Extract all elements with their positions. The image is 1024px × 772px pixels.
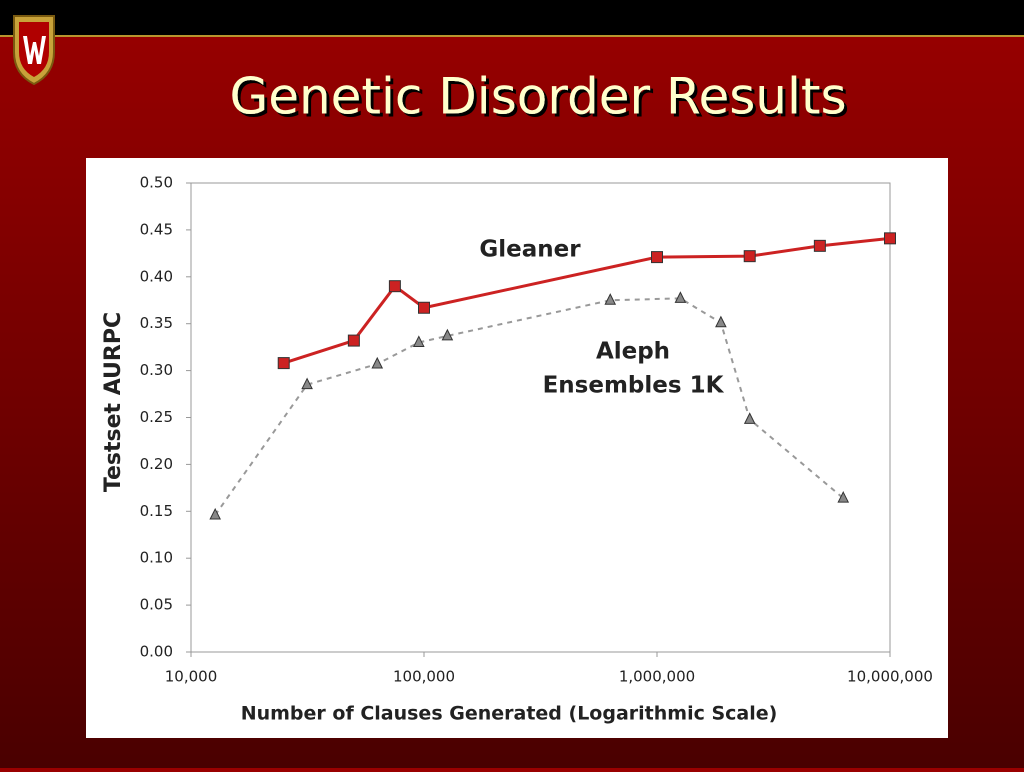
x-tick-label: 10,000,000 [847,668,933,686]
data-point [604,293,617,305]
data-point [837,491,850,503]
series-line [214,297,844,516]
data-point [418,301,430,314]
data-point [651,251,663,264]
data-point [441,328,454,341]
annotation: Ensembles 1K [543,373,725,399]
data-point [371,356,384,369]
data-point [743,412,756,424]
top-bar [0,0,1024,36]
y-tick-label: 0.35 [140,314,173,332]
crest-logo [13,15,55,86]
y-tick-label: 0.40 [140,267,173,285]
y-tick-label: 0.50 [140,174,173,192]
y-tick-label: 0.05 [140,596,173,614]
y-tick-label: 0.30 [140,361,173,379]
y-axis-label: Testset AURPC [101,312,126,492]
y-tick-label: 0.00 [140,643,173,661]
top-rule [0,35,1024,37]
annotation: Gleaner [479,237,581,263]
y-tick-label: 0.25 [140,408,173,426]
annotation: Aleph [596,339,670,365]
chart-panel [86,158,948,738]
y-tick-label: 0.20 [140,455,173,473]
slide-title: Genetic Disorder Results [229,68,846,126]
data-point [715,315,727,328]
x-tick-label: 1,000,000 [619,668,695,686]
data-point [674,291,687,303]
data-point [413,335,425,347]
data-point [301,377,313,390]
y-tick-label: 0.10 [140,549,173,567]
x-axis-label: Number of Clauses Generated (Logarithmic… [241,703,778,725]
x-tick-label: 100,000 [393,668,455,686]
series-line [283,236,891,365]
y-tick-label: 0.45 [140,220,173,238]
data-point [743,250,756,263]
data-point [884,232,896,245]
data-point [277,357,290,370]
x-tick-label: 10,000 [165,668,218,686]
data-point [388,280,401,293]
data-point [347,334,360,347]
data-point [209,507,221,520]
data-point [813,239,826,252]
y-tick-label: 0.15 [140,502,173,520]
